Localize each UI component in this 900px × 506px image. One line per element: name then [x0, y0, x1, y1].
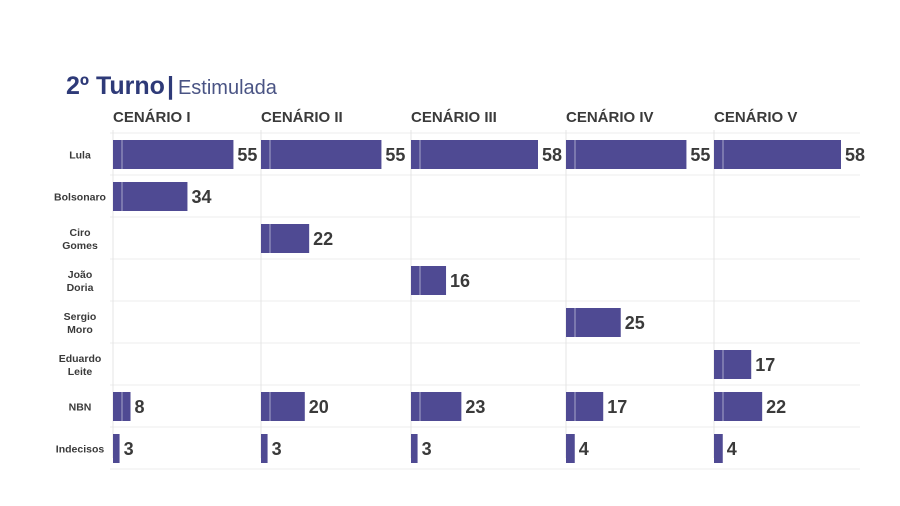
data-label-cenario-iii-lula: 58 — [542, 145, 562, 165]
row-label-joao-doria: João — [68, 269, 93, 281]
bar-cenario-iii-joao-doria — [411, 266, 447, 295]
bar-cenario-v-eduardo-leite — [714, 350, 752, 379]
data-label-cenario-v-eduardo-leite: 17 — [755, 355, 775, 375]
row-label-ciro-gomes: Ciro — [70, 227, 91, 239]
data-label-cenario-ii-lula: 55 — [385, 145, 405, 165]
bar-cenario-i-lula — [113, 140, 234, 169]
row-label-sergio-moro: Moro — [67, 324, 93, 336]
panel-title-cenario-iv: CENÁRIO IV — [566, 109, 654, 126]
row-label-indecisos: Indecisos — [56, 444, 105, 456]
data-label-cenario-iii-nbn: 23 — [465, 397, 485, 417]
panel-title-cenario-ii: CENÁRIO II — [261, 109, 343, 126]
panel-title-cenario-iii: CENÁRIO III — [411, 109, 497, 126]
bar-cenario-ii-indecisos — [261, 434, 268, 463]
data-label-cenario-iii-indecisos: 3 — [422, 439, 432, 459]
row-label-sergio-moro: Sergio — [64, 311, 97, 323]
bar-cenario-iv-sergio-moro — [566, 308, 621, 337]
bar-cenario-i-bolsonaro — [113, 182, 188, 211]
data-label-cenario-i-bolsonaro: 34 — [191, 187, 211, 207]
row-label-bolsonaro: Bolsonaro — [54, 192, 106, 204]
bar-cenario-iii-indecisos — [411, 434, 418, 463]
data-label-cenario-v-indecisos: 4 — [727, 439, 737, 459]
data-label-cenario-ii-indecisos: 3 — [272, 439, 282, 459]
data-label-cenario-iv-indecisos: 4 — [579, 439, 589, 459]
title-separator: | — [166, 72, 174, 100]
bar-cenario-iv-lula — [566, 140, 687, 169]
bar-cenario-i-indecisos — [113, 434, 120, 463]
title-main: 2º Turno — [66, 72, 165, 100]
panel-title-cenario-v: CENÁRIO V — [714, 109, 797, 126]
title-subtitle: Estimulada — [177, 77, 277, 99]
bar-cenario-ii-nbn — [261, 392, 305, 421]
bar-cenario-v-nbn — [714, 392, 763, 421]
row-label-lula: Lula — [69, 150, 91, 162]
bar-cenario-iv-nbn — [566, 392, 604, 421]
bar-cenario-v-indecisos — [714, 434, 723, 463]
row-label-nbn: NBN — [69, 402, 92, 414]
row-label-ciro-gomes: Gomes — [62, 240, 98, 252]
data-label-cenario-iv-nbn: 17 — [607, 397, 627, 417]
data-label-cenario-iv-sergio-moro: 25 — [625, 313, 645, 333]
bar-cenario-iii-lula — [411, 140, 538, 169]
data-label-cenario-i-nbn: 8 — [135, 397, 145, 417]
row-label-joao-doria: Doria — [67, 282, 94, 294]
data-label-cenario-ii-nbn: 20 — [309, 397, 329, 417]
panel-title-cenario-i: CENÁRIO I — [113, 109, 191, 126]
data-label-cenario-ii-ciro-gomes: 22 — [313, 229, 333, 249]
bar-cenario-v-lula — [714, 140, 841, 169]
bar-cenario-iii-nbn — [411, 392, 462, 421]
row-label-eduardo-leite: Leite — [68, 366, 93, 378]
bar-cenario-iv-indecisos — [566, 434, 575, 463]
data-label-cenario-v-lula: 58 — [845, 145, 865, 165]
data-label-cenario-i-indecisos: 3 — [124, 439, 134, 459]
data-label-cenario-iv-lula: 55 — [690, 145, 710, 165]
data-label-cenario-iii-joao-doria: 16 — [450, 271, 470, 291]
data-label-cenario-i-lula: 55 — [237, 145, 257, 165]
row-label-eduardo-leite: Eduardo — [59, 353, 102, 365]
bar-cenario-ii-lula — [261, 140, 382, 169]
bar-cenario-ii-ciro-gomes — [261, 224, 310, 253]
data-label-cenario-v-nbn: 22 — [766, 397, 786, 417]
chart-title: 2º Turno | Estimulada — [66, 72, 277, 101]
